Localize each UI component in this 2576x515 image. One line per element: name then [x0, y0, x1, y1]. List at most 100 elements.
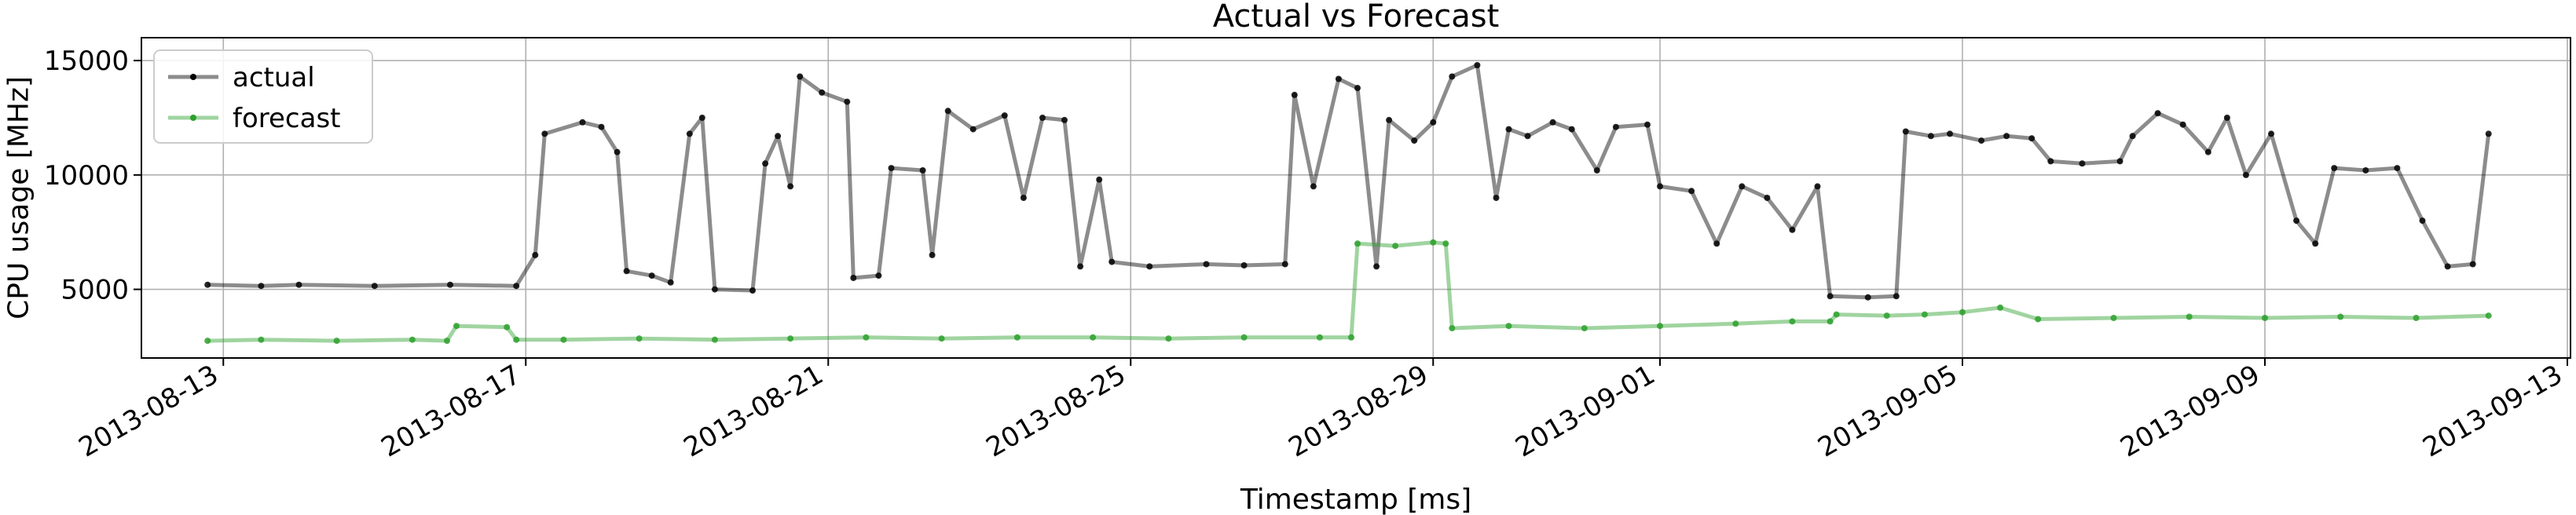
data-point-actual [2394, 165, 2401, 172]
data-point-actual [1335, 75, 1342, 82]
data-point-actual [1612, 123, 1619, 130]
data-point-actual [929, 251, 936, 258]
data-point-actual [2419, 217, 2426, 225]
data-point-actual [1947, 130, 1953, 137]
data-point-forecast [2186, 313, 2193, 320]
data-point-actual [1657, 183, 1663, 190]
data-point-actual [1001, 112, 1008, 119]
data-point-forecast [1354, 240, 1361, 247]
data-point-actual [749, 287, 756, 294]
data-point-forecast [636, 335, 643, 342]
data-point-forecast [333, 338, 340, 345]
data-point-actual [2116, 158, 2123, 165]
data-point-forecast [2110, 315, 2117, 321]
data-point-actual [1524, 133, 1531, 140]
data-point-actual [819, 89, 826, 96]
data-point-actual [2242, 171, 2249, 178]
data-point-actual [1430, 119, 1437, 126]
data-point-actual [1593, 167, 1600, 173]
data-point-actual [1893, 293, 1900, 300]
data-point-actual [888, 165, 895, 172]
data-point-forecast [1581, 325, 1588, 332]
data-point-forecast [1430, 239, 1437, 246]
data-point-actual [2223, 115, 2230, 121]
data-point-actual [1568, 126, 1575, 133]
series-actual [204, 62, 2492, 301]
data-point-actual [2268, 130, 2274, 137]
data-point-actual [2485, 130, 2492, 137]
data-point-actual [371, 283, 378, 290]
data-point-actual [258, 283, 265, 290]
data-point-forecast [1442, 240, 1449, 247]
data-point-actual [2129, 133, 2136, 140]
data-point-forecast [2337, 313, 2344, 320]
data-point-actual [919, 167, 926, 173]
data-point-actual [875, 272, 882, 279]
data-point-actual [447, 281, 453, 288]
data-point-actual [295, 281, 302, 288]
data-point-actual [1549, 119, 1556, 126]
data-point-forecast [1013, 334, 1021, 341]
data-point-forecast [204, 338, 211, 345]
data-point-actual [1146, 263, 1153, 270]
data-point-forecast [2413, 315, 2420, 321]
legend-marker-actual [190, 74, 196, 80]
data-point-actual [2079, 160, 2086, 167]
data-point-actual [2469, 261, 2476, 268]
data-point-actual [1927, 133, 1934, 140]
y-axis-label: CPU usage [MHz] [3, 76, 35, 320]
data-point-actual [204, 281, 211, 288]
data-point-forecast [938, 335, 945, 342]
data-point-actual [1449, 73, 1456, 80]
data-point-actual [698, 115, 705, 121]
data-point-forecast [1789, 318, 1796, 325]
data-point-actual [2362, 167, 2369, 173]
series-layer [204, 62, 2492, 345]
data-point-actual [1096, 176, 1103, 183]
data-point-actual [1713, 240, 1720, 247]
data-point-actual [686, 130, 693, 137]
data-point-forecast [2485, 312, 2492, 320]
data-point-actual [1411, 137, 1418, 144]
data-point-actual [541, 130, 548, 137]
data-point-forecast [1316, 334, 1323, 341]
data-point-actual [598, 123, 605, 130]
data-point-actual [1354, 85, 1361, 92]
x-axis-label: Timestamp [ms] [1240, 484, 1471, 515]
plot-frame [141, 37, 2571, 359]
data-point-actual [1688, 188, 1695, 195]
data-point-actual [1978, 137, 1985, 144]
y-tick-label: 10000 [44, 160, 129, 192]
data-point-forecast [1165, 335, 1172, 342]
data-point-forecast [2035, 316, 2042, 323]
data-point-actual [648, 272, 655, 279]
series-forecast [204, 239, 2492, 345]
data-point-actual [762, 160, 769, 167]
data-point-forecast [1449, 325, 1456, 332]
y-tick-label: 5000 [60, 275, 129, 306]
legend-label-forecast: forecast [233, 103, 341, 134]
data-point-actual [1077, 263, 1084, 270]
data-point-actual [1827, 293, 1834, 300]
data-point-actual [2204, 148, 2211, 155]
data-point-actual [969, 126, 977, 133]
data-point-actual [1644, 121, 1651, 128]
legend-label-actual: actual [233, 62, 315, 93]
data-point-actual [1739, 183, 1746, 190]
data-point-actual [2331, 165, 2338, 172]
data-point-forecast [1827, 318, 1834, 325]
data-point-actual [775, 133, 782, 140]
data-point-forecast [1240, 334, 1248, 341]
data-point-forecast [1959, 309, 1966, 316]
data-point-actual [1505, 126, 1512, 133]
data-point-actual [1310, 183, 1317, 190]
data-point-actual [797, 73, 804, 80]
data-point-forecast [258, 336, 265, 343]
data-point-actual [579, 119, 586, 126]
y-tick-label: 15000 [44, 46, 129, 77]
data-point-actual [787, 183, 794, 190]
data-point-actual [1764, 195, 1771, 201]
data-point-forecast [1833, 311, 1840, 318]
